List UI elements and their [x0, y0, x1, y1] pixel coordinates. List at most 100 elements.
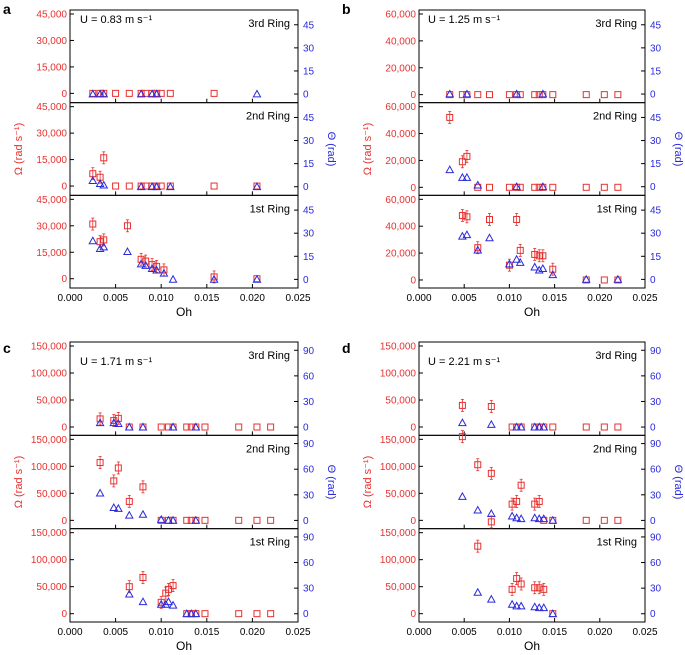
- omega-point: [125, 495, 133, 508]
- theta-point: [507, 599, 517, 608]
- omega-axis-label: Ω (rad s⁻¹): [362, 123, 374, 176]
- theta-point: [457, 491, 467, 500]
- theta-point: [462, 89, 472, 98]
- omega-point: [513, 91, 521, 99]
- theta-point: [161, 599, 171, 608]
- theta-axis-label: Θ (rad): [325, 132, 337, 167]
- theta-point: [538, 89, 548, 98]
- velocity-label: U = 0.83 m s⁻¹: [80, 14, 152, 26]
- theta-point: [457, 231, 467, 240]
- ring-label: 3rd Ring: [248, 350, 290, 362]
- theta-tick-label: 0: [650, 516, 656, 527]
- ring-row-1: 0 20,000 40,000 60,000 0 15 30 45 3rd Ring: [385, 9, 662, 104]
- theta-tick-label: 0: [303, 90, 309, 101]
- omega-point: [531, 183, 539, 191]
- theta-tick-label: 60: [650, 371, 662, 382]
- panel-letter: c: [3, 340, 11, 356]
- omega-tick-label: 0: [410, 275, 416, 286]
- omega-point: [164, 582, 172, 596]
- theta-point: [88, 236, 98, 245]
- omega-point: [474, 539, 482, 553]
- theta-tick-label: 30: [650, 43, 662, 54]
- omega-point: [125, 89, 133, 97]
- theta-point: [613, 274, 623, 283]
- velocity-label: U = 1.25 m s⁻¹: [428, 14, 500, 26]
- omega-tick-label: 60,000: [385, 10, 416, 21]
- x-tick-label: 0.015: [542, 293, 567, 304]
- theta-tick-label: 30: [650, 490, 662, 501]
- x-tick-label: 0.005: [452, 627, 477, 638]
- x-tick-label: 0.020: [240, 293, 265, 304]
- omega-point: [600, 91, 608, 99]
- theta-point: [147, 182, 157, 191]
- theta-point: [512, 254, 522, 263]
- omega-point: [458, 209, 466, 222]
- ring-label: 1st Ring: [597, 203, 637, 215]
- theta-tick-label: 0: [650, 275, 656, 286]
- x-tick-label: 0.015: [194, 293, 219, 304]
- theta-point: [445, 89, 455, 98]
- x-axis-label: Oh: [176, 305, 192, 319]
- x-tick-label: 0.010: [149, 293, 174, 304]
- theta-tick-label: 15: [303, 252, 315, 263]
- omega-tick-label: 0: [410, 609, 416, 620]
- theta-point: [88, 89, 98, 98]
- theta-point: [159, 268, 169, 277]
- x-tick-label: 0.000: [57, 627, 82, 638]
- omega-point: [210, 270, 218, 284]
- velocity-label: U = 1.71 m s⁻¹: [80, 356, 152, 368]
- omega-tick-label: 30,000: [36, 129, 67, 140]
- theta-tick-label: 30: [303, 136, 315, 147]
- ring-row-2: 0 20,000 40,000 60,000 0 15 30 45 2nd Ring: [385, 102, 662, 196]
- theta-point: [99, 242, 109, 251]
- omega-point: [540, 582, 548, 596]
- theta-point: [252, 89, 262, 98]
- omega-point: [582, 276, 590, 284]
- theta-point: [136, 89, 146, 98]
- omega-tick-label: 0: [61, 89, 67, 100]
- theta-tick-label: 30: [303, 584, 315, 595]
- omega-point: [474, 91, 482, 99]
- omega-point: [600, 516, 608, 524]
- omega-tick-label: 150,000: [31, 435, 68, 446]
- x-tick-label: 0.005: [103, 627, 128, 638]
- omega-point: [110, 474, 118, 488]
- omega-point: [183, 516, 191, 524]
- ring-row-2: 0 50,000 100,000 150,000 0 30 60 90 2nd Ring: [380, 430, 662, 530]
- omega-point: [582, 516, 590, 524]
- theta-tick-label: 60: [303, 465, 315, 476]
- theta-tick-label: 90: [650, 532, 662, 543]
- ring-label: 1st Ring: [597, 537, 637, 549]
- theta-point: [147, 263, 157, 272]
- omega-tick-label: 50,000: [385, 582, 416, 593]
- x-tick-label: 0.000: [406, 293, 431, 304]
- theta-tick-label: 30: [303, 490, 315, 501]
- omega-tick-label: 0: [61, 423, 67, 434]
- x-tick-label: 0.025: [285, 293, 310, 304]
- theta-tick-label: 15: [650, 159, 662, 170]
- theta-point: [152, 89, 162, 98]
- omega-axis-label: Ω (rad s⁻¹): [13, 456, 25, 509]
- omega-tick-label: 15,000: [36, 62, 67, 73]
- omega-tick-label: 0: [410, 516, 416, 527]
- omega-point: [486, 91, 494, 99]
- theta-point: [538, 182, 548, 191]
- omega-point: [486, 183, 494, 191]
- theta-tick-label: 30: [650, 136, 662, 147]
- theta-point: [95, 418, 105, 427]
- omega-point: [516, 183, 524, 191]
- omega-point: [582, 423, 590, 431]
- theta-point: [512, 601, 522, 610]
- ring-row-1: 0 15,000 30,000 45,000 0 15 30 45 3rd Ring: [36, 9, 315, 104]
- omega-point: [539, 249, 547, 263]
- omega-point: [600, 276, 608, 284]
- x-tick-label: 0.010: [149, 627, 174, 638]
- theta-point: [113, 503, 123, 512]
- theta-point: [548, 270, 558, 279]
- theta-point: [165, 182, 175, 191]
- theta-tick-label: 90: [650, 346, 662, 357]
- theta-point: [445, 165, 455, 174]
- omega-tick-label: 50,000: [36, 489, 67, 500]
